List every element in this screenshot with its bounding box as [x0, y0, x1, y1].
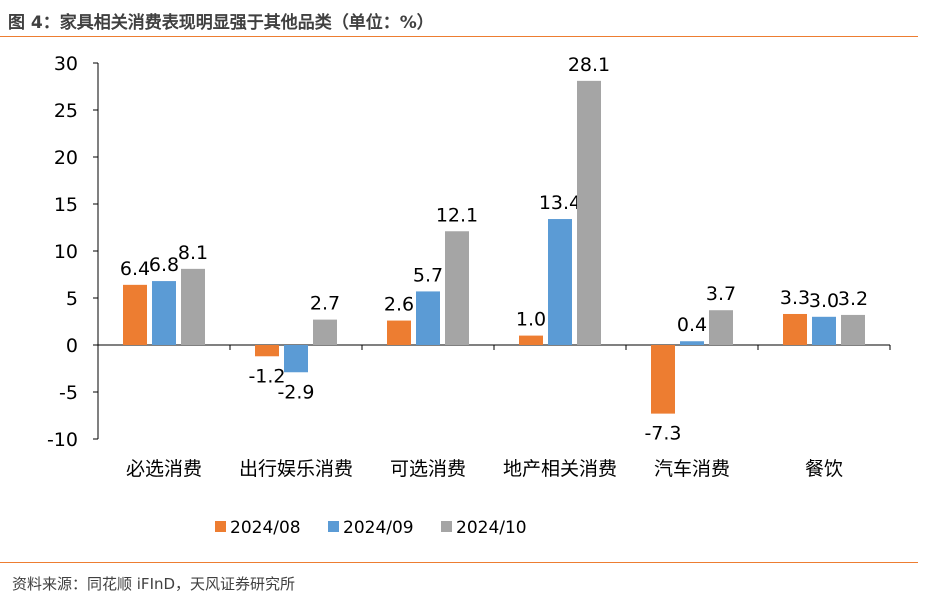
- bar-2024/10: [577, 80, 601, 346]
- data-label: -1.2: [248, 365, 285, 387]
- data-label: -7.3: [644, 423, 681, 445]
- title-divider: [0, 36, 918, 37]
- bar-2024/09: [548, 219, 572, 345]
- data-label: 3.0: [809, 290, 839, 312]
- x-tick-label: 出行娱乐消费: [239, 458, 353, 480]
- data-label: 8.1: [178, 242, 208, 264]
- bar-2024/10: [841, 314, 865, 345]
- data-label: 12.1: [436, 204, 478, 226]
- data-label: 28.1: [568, 54, 610, 76]
- y-tick-label: 10: [54, 241, 78, 263]
- data-label: 0.4: [677, 314, 707, 336]
- legend-swatch: [328, 521, 339, 532]
- data-label: 3.3: [780, 287, 810, 309]
- source-divider: [0, 562, 918, 563]
- y-tick-label: -5: [59, 382, 78, 404]
- bar-2024/09: [152, 281, 176, 345]
- legend-label: 2024/10: [456, 518, 527, 538]
- x-tick-label: 餐饮: [805, 458, 843, 480]
- chart-title: 图 4：家具相关消费表现明显强于其他品类（单位：%）: [8, 13, 434, 33]
- bar-2024/10: [445, 231, 469, 345]
- data-label: 3.7: [706, 283, 736, 305]
- legend-swatch: [441, 521, 452, 532]
- y-tick-label: -10: [47, 429, 78, 451]
- data-label: 1.0: [516, 309, 546, 331]
- y-tick-label: 15: [54, 194, 78, 216]
- data-label: 6.4: [120, 258, 150, 280]
- bar-2024/09: [680, 341, 704, 345]
- legend-label: 2024/09: [343, 518, 414, 538]
- y-tick-label: 20: [54, 147, 78, 169]
- legend-label: 2024/08: [230, 518, 301, 538]
- bar-2024/08: [651, 345, 675, 414]
- bar-2024/08: [519, 335, 543, 345]
- x-tick-label: 汽车消费: [654, 458, 730, 480]
- bar-2024/09: [284, 345, 308, 373]
- bar-2024/08: [387, 320, 411, 345]
- y-tick-label: 5: [66, 288, 78, 310]
- data-label: 2.7: [310, 293, 340, 315]
- bar-2024/08: [255, 345, 279, 357]
- bar-2024/10: [313, 319, 337, 345]
- bar-2024/08: [123, 284, 147, 345]
- legend-swatch: [215, 521, 226, 532]
- y-tick-label: 30: [54, 53, 78, 75]
- bar-2024/10: [709, 310, 733, 345]
- y-tick-label: 25: [54, 100, 78, 122]
- bar-2024/09: [416, 291, 440, 345]
- data-label: 3.2: [838, 288, 868, 310]
- bar-2024/08: [783, 313, 807, 345]
- y-tick-label: 0: [66, 335, 78, 357]
- bar-2024/09: [812, 316, 836, 345]
- data-label: 13.4: [539, 192, 581, 214]
- data-label: 5.7: [413, 264, 443, 286]
- x-tick-label: 地产相关消费: [503, 458, 617, 480]
- data-label: 6.8: [149, 254, 179, 276]
- data-label: -2.9: [277, 381, 314, 403]
- x-tick-label: 必选消费: [126, 458, 202, 480]
- bar-2024/10: [181, 268, 205, 345]
- source-note: 资料来源：同花顺 iFInD，天风证券研究所: [12, 575, 296, 593]
- x-tick-label: 可选消费: [390, 458, 466, 480]
- data-label: 2.6: [384, 294, 414, 316]
